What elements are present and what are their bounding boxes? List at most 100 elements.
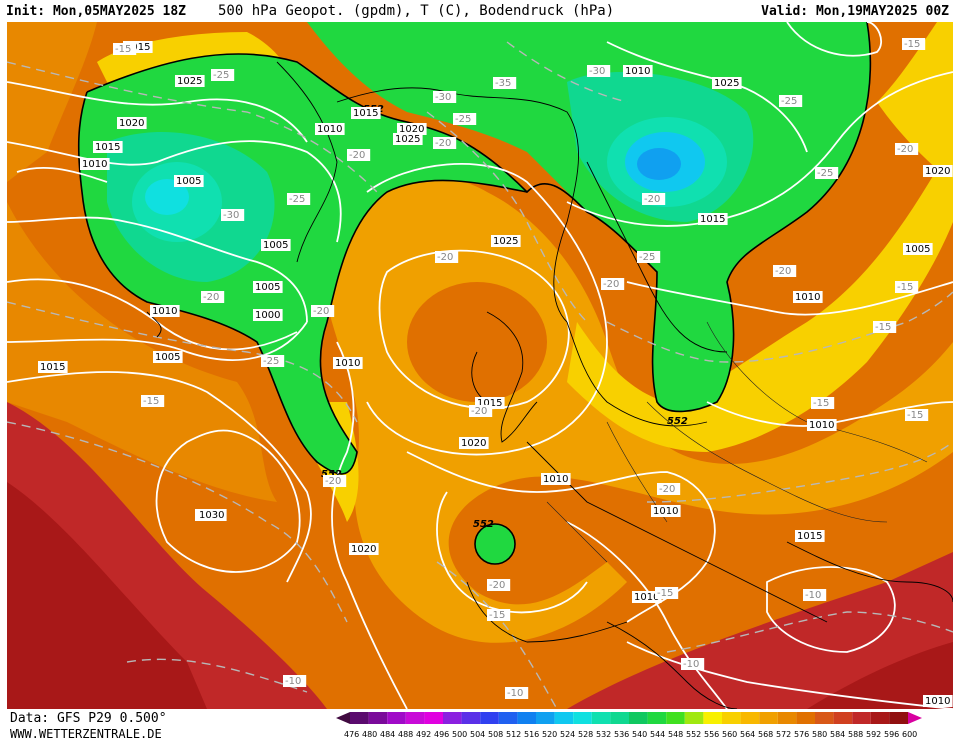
svg-text:-15: -15 bbox=[897, 282, 913, 293]
colorbar-swatch bbox=[461, 712, 481, 724]
colorbar-tick-label: 596 bbox=[884, 730, 899, 739]
colorbar-tick-label: 600 bbox=[902, 730, 917, 739]
pressure-label: 1000 bbox=[253, 309, 283, 321]
colorbar-swatch bbox=[777, 712, 797, 724]
svg-text:1005: 1005 bbox=[155, 352, 180, 363]
field-darkred-southwest bbox=[7, 482, 207, 709]
pressure-label: 1010 bbox=[651, 505, 681, 517]
temperature-label: -10 bbox=[803, 589, 827, 601]
colorbar-tick-label: 572 bbox=[776, 730, 791, 739]
colorbar-tick-label: 484 bbox=[380, 730, 395, 739]
temperature-label: -20 bbox=[601, 278, 625, 290]
footer-bar: Data: GFS P29 0.500° WWW.WETTERZENTRALE.… bbox=[0, 709, 959, 741]
svg-text:-25: -25 bbox=[263, 356, 279, 367]
svg-text:1010: 1010 bbox=[82, 159, 107, 170]
temperature-label: -35 bbox=[493, 77, 517, 89]
colorbar-swatch bbox=[684, 712, 704, 724]
svg-text:-20: -20 bbox=[349, 150, 365, 161]
temperature-label: -30 bbox=[221, 209, 245, 221]
init-time: Init: Mon,05MAY2025 18Z bbox=[6, 3, 187, 19]
temperature-label: -10 bbox=[283, 675, 307, 687]
colorbar-swatch bbox=[517, 712, 536, 724]
colorbar-tick-label: 512 bbox=[506, 730, 521, 739]
svg-text:-15: -15 bbox=[904, 39, 920, 50]
temperature-label: -20 bbox=[773, 265, 797, 277]
temperature-label: -25 bbox=[815, 167, 839, 179]
pressure-label: 1010 bbox=[923, 695, 953, 707]
temperature-label: -20 bbox=[347, 149, 371, 161]
temperature-label: -10 bbox=[505, 687, 529, 699]
svg-text:1010: 1010 bbox=[335, 358, 360, 369]
pressure-label: 1020 bbox=[459, 437, 489, 449]
pressure-label: 1015 bbox=[93, 141, 123, 153]
svg-text:-10: -10 bbox=[285, 676, 301, 687]
pressure-label: 1010 bbox=[807, 419, 837, 431]
colorbar-tick-label: 532 bbox=[596, 730, 611, 739]
temperature-label: -20 bbox=[469, 405, 493, 417]
colorbar-tick-label: 476 bbox=[344, 730, 359, 739]
svg-text:-20: -20 bbox=[437, 252, 453, 263]
svg-text:1010: 1010 bbox=[543, 474, 568, 485]
svg-text:1025: 1025 bbox=[714, 78, 739, 89]
temperature-label: -20 bbox=[201, 291, 225, 303]
temperature-label: -30 bbox=[433, 91, 457, 103]
colorbar-swatch bbox=[610, 712, 629, 724]
map-title: 500 hPa Geopot. (gpdm), T (C), Bodendruc… bbox=[218, 3, 615, 19]
svg-text:1010: 1010 bbox=[925, 696, 950, 707]
colorbar-tick-label: 564 bbox=[740, 730, 755, 739]
svg-text:1020: 1020 bbox=[119, 118, 144, 129]
temperature-label: -15 bbox=[873, 321, 897, 333]
svg-text:1015: 1015 bbox=[700, 214, 725, 225]
svg-text:1010: 1010 bbox=[795, 292, 820, 303]
pressure-label: 1005 bbox=[153, 351, 183, 363]
svg-text:-20: -20 bbox=[325, 476, 341, 487]
colorbar-swatch bbox=[498, 712, 518, 724]
data-source: Data: GFS P29 0.500° bbox=[10, 711, 167, 726]
website-label: WWW.WETTERZENTRALE.DE bbox=[10, 727, 162, 741]
svg-text:1025: 1025 bbox=[177, 76, 202, 87]
colorbar-tick-label: 492 bbox=[416, 730, 431, 739]
pressure-label: 1010 bbox=[333, 357, 363, 369]
map-canvas: 552 552 552 552 101510251020101510101005… bbox=[7, 22, 953, 709]
height-label: 552 bbox=[321, 469, 342, 480]
temperature-label: -25 bbox=[779, 95, 803, 107]
svg-text:1015: 1015 bbox=[477, 398, 502, 409]
svg-text:-15: -15 bbox=[907, 410, 923, 421]
colorbar-swatch bbox=[536, 712, 555, 724]
svg-text:1020: 1020 bbox=[925, 166, 950, 177]
pressure-label: 1010 bbox=[315, 123, 345, 135]
pressure-label: 1020 bbox=[117, 117, 147, 129]
svg-text:1020: 1020 bbox=[461, 438, 486, 449]
pressure-label: 1020 bbox=[349, 543, 379, 555]
field-orange-west bbox=[7, 202, 277, 502]
colorbar-swatch bbox=[629, 712, 648, 724]
svg-text:-20: -20 bbox=[471, 406, 487, 417]
temperature-label: -20 bbox=[895, 143, 919, 155]
svg-text:1010: 1010 bbox=[653, 506, 678, 517]
colorbar-tick-label: 524 bbox=[560, 730, 575, 739]
svg-text:-15: -15 bbox=[489, 610, 505, 621]
colorbar-tick-label: 544 bbox=[650, 730, 665, 739]
svg-text:-30: -30 bbox=[589, 66, 605, 77]
svg-text:-20: -20 bbox=[897, 144, 913, 155]
field-core-west-3 bbox=[145, 179, 189, 215]
svg-text:-20: -20 bbox=[603, 279, 619, 290]
colorbar-swatch bbox=[870, 712, 890, 724]
field-green-cutoff-low bbox=[475, 524, 515, 564]
field-orange-northwest bbox=[7, 22, 97, 182]
field-yellow-band-3 bbox=[877, 22, 953, 182]
svg-text:1020: 1020 bbox=[399, 124, 424, 135]
svg-text:1015: 1015 bbox=[353, 108, 378, 119]
colorbar-tick-label: 584 bbox=[830, 730, 845, 739]
colorbar-arrow-right bbox=[908, 712, 922, 724]
svg-text:-25: -25 bbox=[455, 114, 471, 125]
svg-text:1015: 1015 bbox=[797, 531, 822, 542]
colorbar-tick-label: 536 bbox=[614, 730, 629, 739]
colorbar-tick-label: 528 bbox=[578, 730, 593, 739]
colorbar-swatch bbox=[666, 712, 685, 724]
pressure-label: 1025 bbox=[175, 75, 205, 87]
temperature-label: -20 bbox=[657, 483, 681, 495]
temperature-label: -20 bbox=[435, 251, 459, 263]
temperature-label: -15 bbox=[113, 43, 137, 55]
isobars bbox=[7, 22, 953, 709]
